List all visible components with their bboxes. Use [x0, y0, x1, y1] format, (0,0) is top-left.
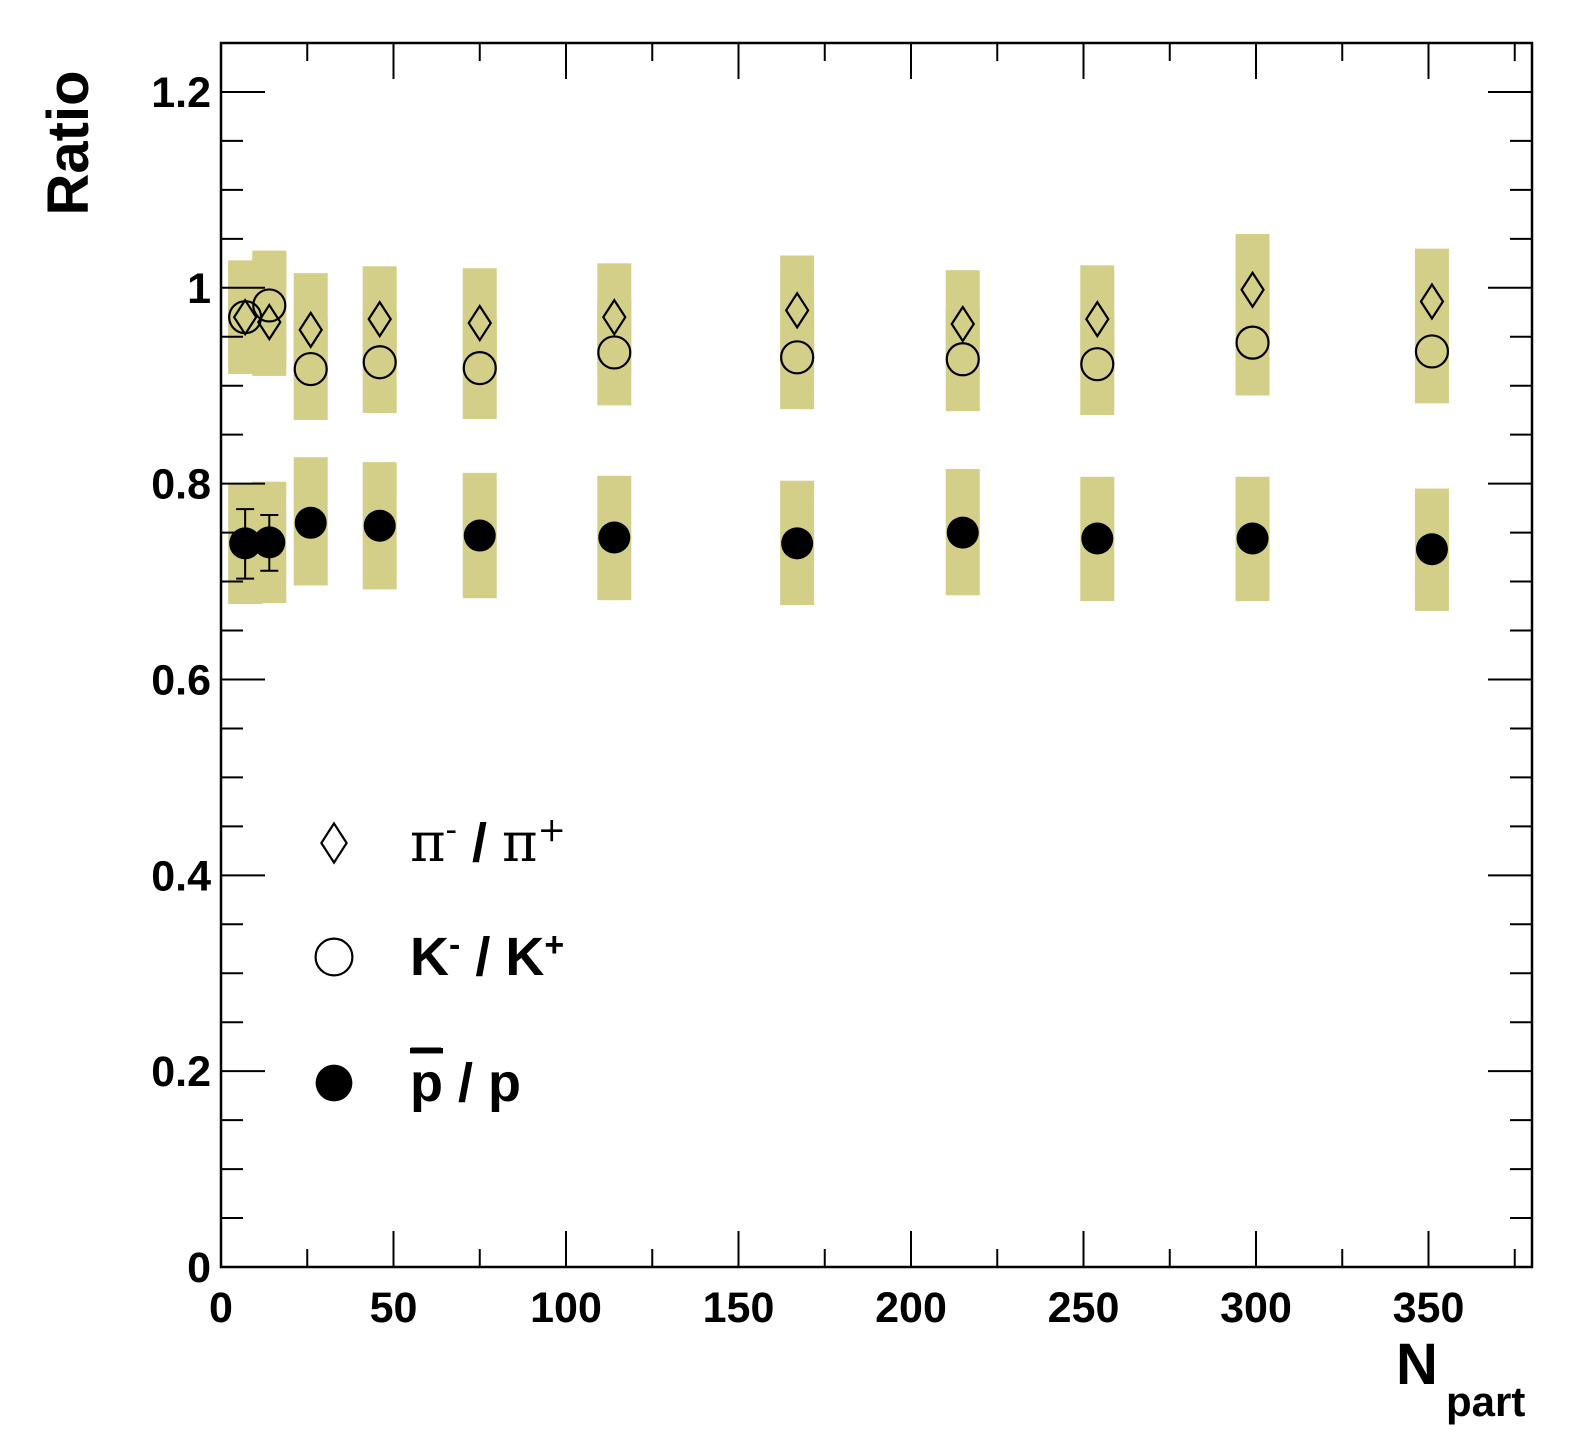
marker-open-circle	[1080, 347, 1115, 382]
marker-open-diamond	[467, 304, 493, 343]
sys-band-open-circle	[462, 317, 497, 420]
legend-label-sup: +	[538, 810, 567, 850]
y-axis-title: Ratio	[36, 71, 101, 216]
axis-ticks	[220, 42, 1532, 1268]
x-tick-label: 50	[370, 1284, 418, 1332]
y-tick-label: 0	[187, 1244, 211, 1292]
marker-open-diamond	[950, 305, 976, 344]
legend-label-base: p	[410, 1053, 443, 1113]
sys-band-open-circle	[1080, 312, 1115, 416]
marker-filled-circle	[363, 509, 396, 542]
marker-open-circle	[252, 288, 287, 323]
legend-label-sep: /	[457, 813, 502, 873]
marker-open-diamond	[784, 291, 810, 330]
x-axis-title-main: N	[1396, 1332, 1438, 1397]
x-tick-label: 0	[209, 1284, 233, 1332]
marker-filled-circle	[253, 526, 286, 559]
legend-label-sup: -	[449, 926, 460, 964]
marker-open-diamond	[1419, 282, 1445, 321]
legend-label-sup: +	[544, 926, 564, 964]
y-tick-label: 0.4	[151, 852, 211, 900]
y-tick-label: 1	[187, 265, 211, 313]
sys-band-open-circle	[293, 317, 328, 420]
marker-filled-circle	[463, 519, 496, 552]
sys-band-open-circle	[1414, 299, 1449, 404]
sys-band-open-circle	[597, 300, 632, 406]
legend-label: π- / π+	[410, 810, 566, 874]
marker-open-diamond	[601, 298, 627, 337]
marker-open-circle	[462, 350, 497, 386]
marker-open-diamond	[367, 300, 393, 339]
legend-marker-open-circle	[314, 937, 354, 977]
marker-filled-circle	[598, 521, 631, 554]
legend-label: p / p	[410, 1053, 521, 1113]
legend-marker-filled-circle	[315, 1064, 353, 1102]
marker-open-circle	[945, 342, 980, 377]
legend-label-base: K	[505, 927, 544, 987]
marker-open-diamond	[1240, 270, 1265, 309]
legend-label: K- / K+	[410, 926, 564, 987]
marker-filled-circle	[1081, 522, 1114, 555]
legend-label-sep: /	[460, 927, 505, 987]
x-tick-label: 300	[1220, 1284, 1292, 1332]
data-markers	[228, 270, 1450, 566]
legend-label-base: π	[502, 811, 538, 874]
legend-label-base: π	[410, 811, 446, 874]
marker-open-circle	[228, 300, 263, 335]
marker-filled-circle	[1236, 522, 1269, 555]
x-tick-label: 150	[703, 1284, 775, 1332]
x-tick-label: 350	[1393, 1284, 1465, 1332]
marker-open-circle	[780, 340, 815, 375]
x-tick-label: 200	[875, 1284, 947, 1332]
y-tick-label: 1.2	[151, 69, 211, 117]
sys-band-open-circle	[252, 253, 287, 367]
marker-filled-circle	[229, 527, 262, 560]
y-tick-label: 0.2	[151, 1048, 211, 1096]
sys-band-open-circle	[945, 307, 980, 412]
legend-marker-open-diamond	[320, 821, 348, 865]
sys-band-open-circle	[780, 307, 815, 410]
marker-filled-circle	[1415, 533, 1448, 566]
marker-open-circle	[362, 345, 397, 380]
marker-open-circle	[1235, 325, 1270, 360]
legend: π- / π+K- / K+p / p	[314, 810, 566, 1113]
y-tick-label: 0.8	[151, 461, 211, 509]
x-tick-label: 250	[1048, 1284, 1120, 1332]
marker-filled-circle	[781, 527, 814, 560]
legend-label-base: K	[410, 927, 449, 987]
y-tick-label: 0.6	[151, 656, 211, 704]
sys-band-open-circle	[362, 310, 397, 414]
x-axis-title: N part	[1396, 1332, 1525, 1425]
plot-frame	[219, 41, 1534, 1269]
axis-tick-labels: 0 0.2 0.4 0.6 0.8 1 1.2 0 50 100 150 200 250 300 350	[151, 69, 1464, 1332]
marker-open-diamond	[1084, 300, 1110, 339]
marker-filled-circle	[294, 506, 327, 539]
marker-open-circle	[597, 335, 632, 370]
legend-label-sup: -	[446, 810, 458, 850]
legend-label-sep: /	[443, 1053, 488, 1113]
marker-open-circle	[293, 351, 328, 387]
legend-label-base: p	[488, 1053, 521, 1113]
marker-open-diamond	[298, 310, 324, 349]
x-axis-title-sub: part	[1446, 1378, 1525, 1425]
x-tick-label: 100	[530, 1284, 602, 1332]
marker-filled-circle	[946, 516, 979, 549]
marker-open-circle	[1414, 334, 1450, 369]
